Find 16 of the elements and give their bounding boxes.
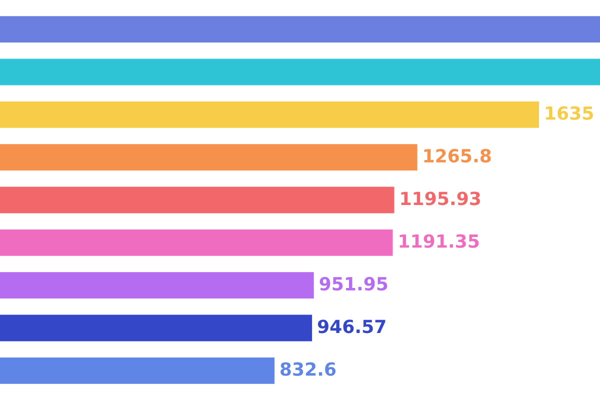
data-label: 1195.93 [401,192,480,206]
bar [0,229,393,256]
bar [0,16,600,43]
data-label: 946.57 [318,320,386,334]
bar [0,144,418,171]
bar [0,357,274,384]
data-label: 1635 [546,106,593,120]
bar [0,58,600,86]
bar [0,272,314,299]
bar [0,186,394,214]
bar [0,101,540,128]
data-label: 832.6 [280,362,336,376]
data-label: 951.95 [320,276,388,291]
data-label: 1191.35 [400,234,479,248]
bar [0,314,312,342]
data-label: 1265.8 [424,148,491,163]
